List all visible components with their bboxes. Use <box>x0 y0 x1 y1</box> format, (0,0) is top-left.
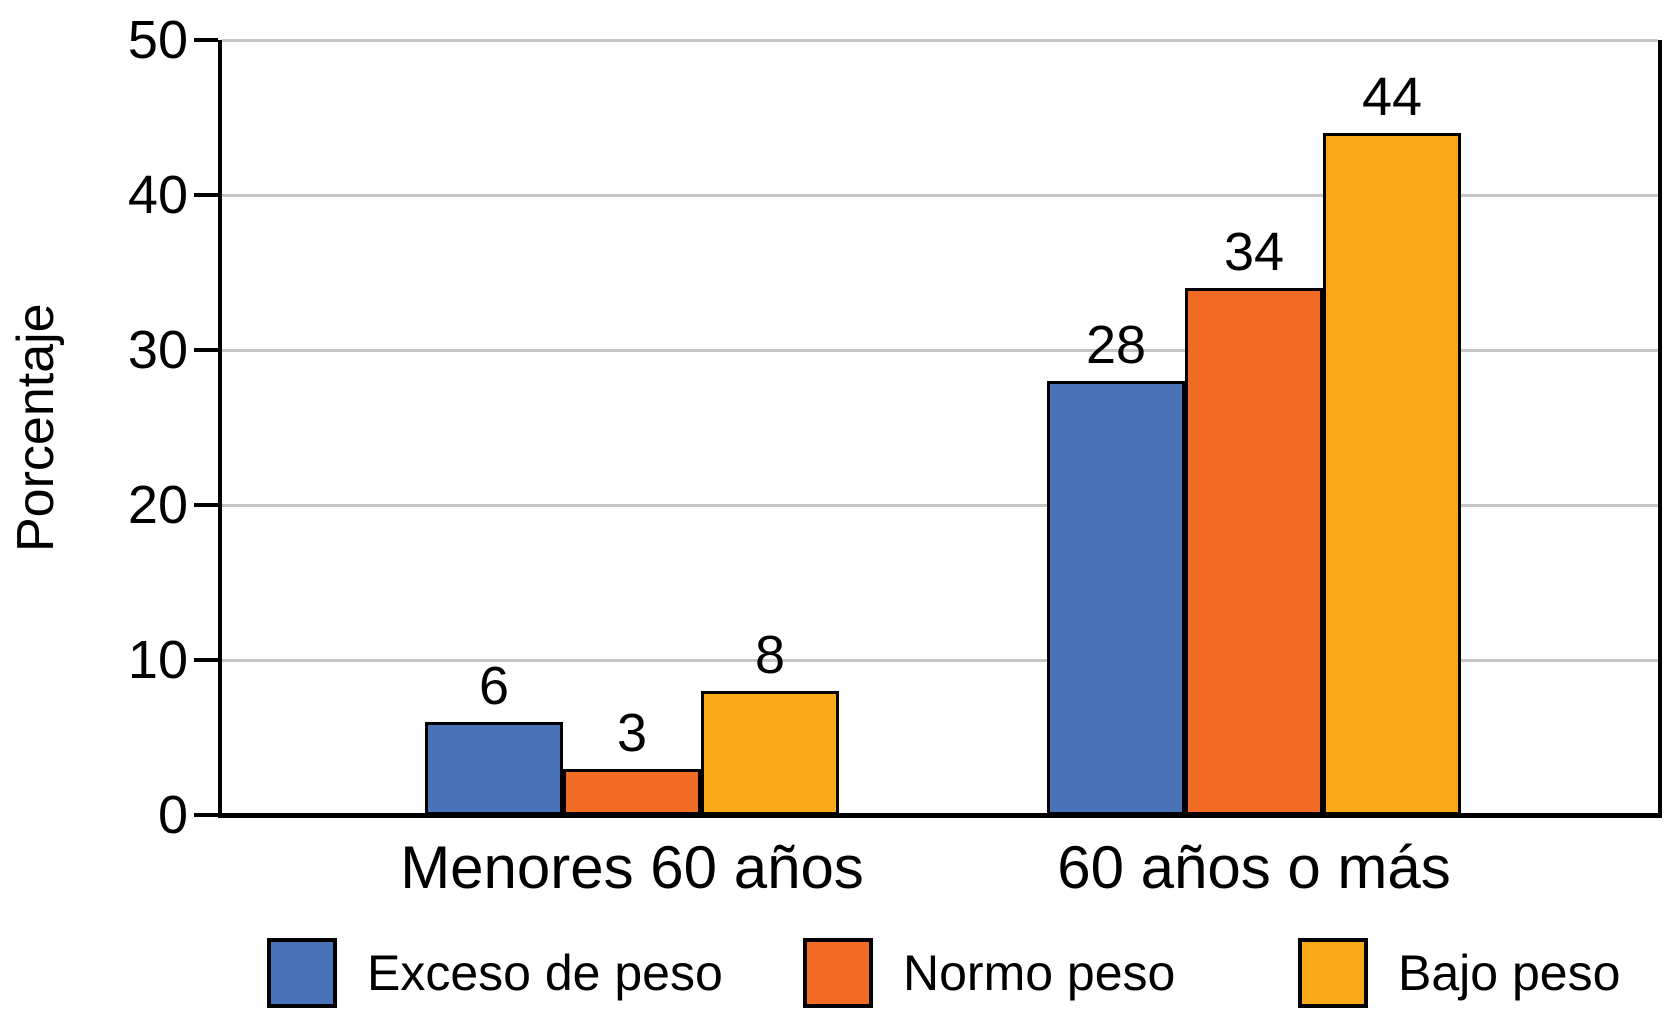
y-tick <box>194 193 218 197</box>
bar-value-label: 44 <box>1361 67 1423 127</box>
category-label: 60 años o más <box>1057 834 1451 901</box>
legend-label: Normo peso <box>903 945 1176 1001</box>
y-tick-label: 0 <box>157 785 188 845</box>
y-tick-label: 10 <box>127 630 188 690</box>
y-tick-label: 50 <box>127 10 188 70</box>
bar-value-label: 34 <box>1223 222 1285 282</box>
y-tick <box>194 813 218 817</box>
legend-label: Bajo peso <box>1398 945 1621 1001</box>
legend-swatch-normo-peso <box>803 938 873 1008</box>
bar-value-label: 8 <box>754 625 786 685</box>
legend-label: Exceso de peso <box>367 945 723 1001</box>
y-tick-label: 20 <box>127 475 188 535</box>
y-axis-line <box>218 40 222 818</box>
legend-swatch-exceso-de-peso <box>267 938 337 1008</box>
y-tick <box>194 38 218 42</box>
bar-normo-peso-2 <box>1185 288 1323 815</box>
y-tick <box>194 658 218 662</box>
legend-swatch-bajo-peso <box>1298 938 1368 1008</box>
y-tick <box>194 348 218 352</box>
gridline <box>222 193 1658 197</box>
gridline <box>222 658 1658 662</box>
bar-normo-peso-1 <box>563 768 701 815</box>
bar-value-label: 3 <box>616 702 648 763</box>
x-axis-line <box>218 813 1662 818</box>
legend-item-bajo-peso: Bajo peso <box>1298 938 1620 1008</box>
bar-exceso-de-peso-2 <box>1047 381 1185 815</box>
gridline <box>222 38 1658 42</box>
bar-exceso-de-peso-1 <box>425 722 563 815</box>
bar-value-label: 6 <box>478 656 510 716</box>
category-label: Menores 60 años <box>400 834 864 901</box>
y-tick-label: 30 <box>127 320 188 380</box>
y-tick-label: 40 <box>127 165 188 225</box>
gridline <box>222 348 1658 352</box>
legend-item-normo-peso: Normo peso <box>803 938 1175 1008</box>
right-border-line <box>1658 40 1662 818</box>
gridline <box>222 503 1658 507</box>
y-tick <box>194 503 218 507</box>
legend-item-exceso-de-peso: Exceso de peso <box>267 938 723 1008</box>
bar-bajo-peso-2 <box>1323 133 1461 815</box>
bar-value-label: 28 <box>1085 315 1147 375</box>
